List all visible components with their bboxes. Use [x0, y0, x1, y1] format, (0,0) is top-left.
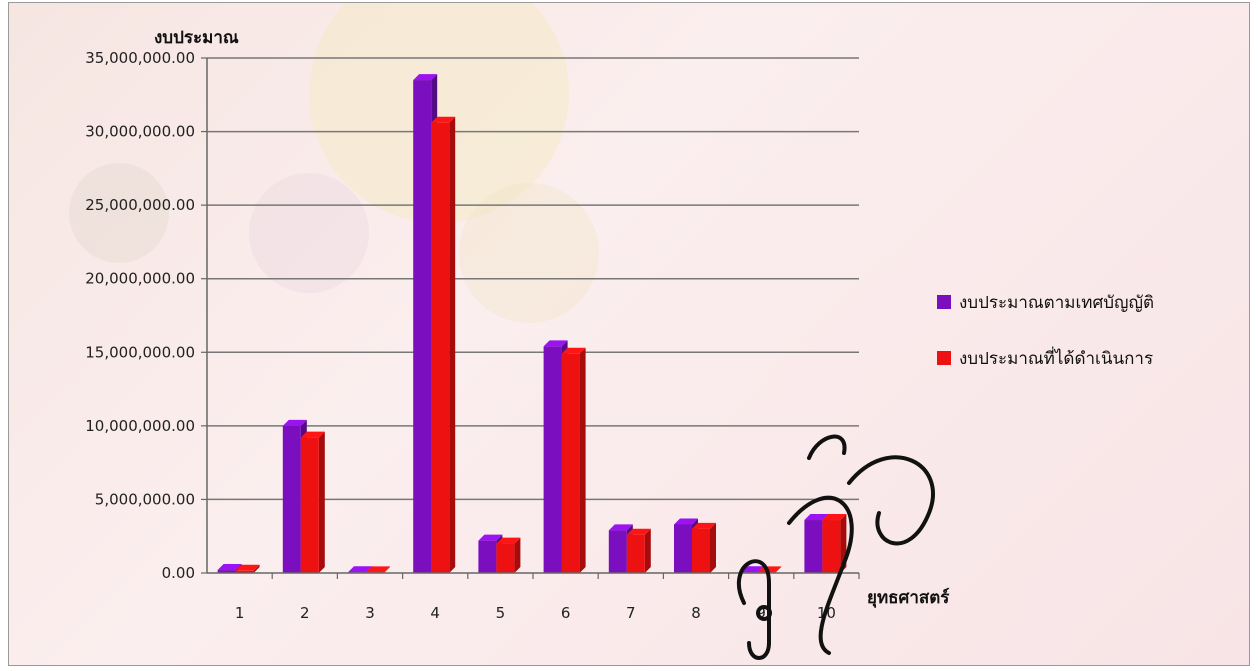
- bar-series-2-cat-4: [431, 116, 456, 573]
- x-axis-ticks: 1 2 3 4 5 6 7 8 9 10: [235, 573, 860, 622]
- bar-chart: 0.00 5,000,000.00 10,000,000.00 15,000,000.…: [85, 28, 1154, 660]
- y-axis-title: งบประมาณ: [154, 28, 239, 48]
- chart-frame: 0.00 5,000,000.00 10,000,000.00 15,000,000.…: [8, 2, 1250, 666]
- gridlines: [201, 57, 859, 574]
- bar-series-2-cat-1: [235, 564, 260, 573]
- bar-series-2-cat-8: [692, 522, 716, 573]
- y-tick-label: 30,000,000.00: [85, 123, 195, 141]
- watermark-signature: [736, 434, 935, 660]
- bar-series-2-cat-5: [496, 537, 521, 573]
- x-tick-label: 3: [365, 604, 375, 622]
- y-tick-label: 10,000,000.00: [85, 417, 195, 435]
- x-tick-label: 4: [430, 604, 440, 622]
- legend-label-series-1: งบประมาณตามเทศบัญญัติ: [959, 293, 1154, 313]
- x-tick-label: 8: [691, 604, 701, 622]
- x-axis-title: ยุทธศาสตร์: [867, 587, 950, 608]
- x-tick-label: 2: [300, 604, 310, 622]
- bar-series-2-cat-7: [626, 528, 651, 573]
- bar-series-2-cat-6: [561, 347, 586, 573]
- bars: [217, 74, 847, 574]
- bar-series-2-cat-2: [300, 431, 325, 573]
- legend-swatch-series-1: [937, 295, 951, 309]
- x-tick-label: 7: [626, 604, 636, 622]
- y-tick-label: 5,000,000.00: [95, 490, 195, 508]
- y-axis-ticks: 0.00 5,000,000.00 10,000,000.00 15,000,000.…: [85, 49, 195, 582]
- y-tick-label: 35,000,000.00: [85, 49, 195, 67]
- x-tick-label: 9: [756, 604, 766, 622]
- y-tick-label: 25,000,000.00: [85, 196, 195, 214]
- legend: งบประมาณตามเทศบัญญัติ งบประมาณที่ได้ดำเน…: [937, 293, 1154, 369]
- y-tick-label: 0.00: [162, 564, 195, 582]
- legend-swatch-series-2: [937, 351, 951, 365]
- x-tick-label: 6: [561, 604, 571, 622]
- x-tick-label: 5: [496, 604, 506, 622]
- x-tick-label: 1: [235, 604, 245, 622]
- y-tick-label: 20,000,000.00: [85, 270, 195, 288]
- legend-label-series-2: งบประมาณที่ได้ดำเนินการ: [959, 346, 1153, 369]
- y-tick-label: 15,000,000.00: [85, 343, 195, 361]
